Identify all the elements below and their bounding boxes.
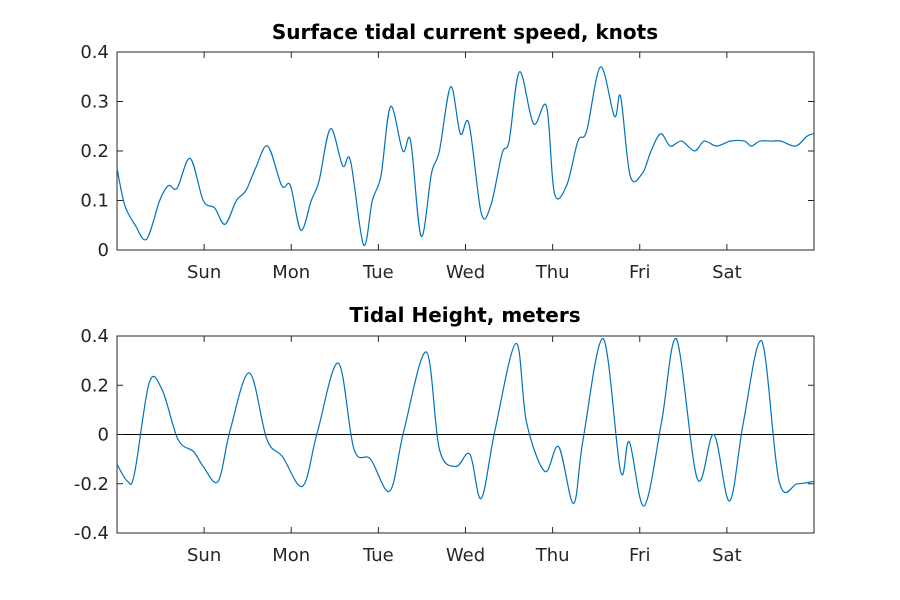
x-tick-label: Sun: [187, 262, 221, 283]
x-tick-label: Mon: [272, 262, 310, 283]
x-tick-label: Sat: [712, 545, 742, 566]
y-tick-label: -0.2: [74, 474, 109, 495]
x-tick-label: Sun: [187, 545, 221, 566]
x-tick-label: Thu: [535, 545, 570, 566]
y-tick-label: 0: [98, 240, 109, 261]
current-speed-chart: Surface tidal current speed, knots 0 0.1 0…: [80, 20, 815, 283]
x-tick-label: Thu: [535, 262, 570, 283]
x-tick-label: Wed: [446, 262, 485, 283]
y-tick-label: 0.4: [80, 42, 109, 63]
y-tick-label: 0: [98, 425, 109, 446]
y-tick-label: 0.3: [80, 92, 109, 113]
current-speed-line: [116, 66, 815, 246]
x-tick-label: Mon: [272, 545, 310, 566]
x-tick-label: Fri: [629, 545, 650, 566]
y-tick-label: 0.2: [80, 141, 109, 162]
x-tick-label: Sat: [712, 262, 742, 283]
x-tick-label: Wed: [446, 545, 485, 566]
y-tick-label: 0.1: [80, 191, 109, 212]
tidal-height-line: [116, 337, 815, 507]
x-tick-label: Tue: [362, 545, 394, 566]
y-tick-label: -0.4: [74, 523, 109, 544]
tidal-height-chart: Tidal Height, meters -0.4 -0.2 0 0.2 0.4 Sun M…: [74, 303, 815, 566]
y-tick-label: 0.4: [80, 326, 109, 347]
plot-area: [116, 51, 815, 251]
chart-title: Tidal Height, meters: [349, 303, 580, 327]
x-tick-label: Fri: [629, 262, 650, 283]
x-tick-label: Tue: [362, 262, 394, 283]
y-tick-label: 0.2: [80, 375, 109, 396]
chart-title: Surface tidal current speed, knots: [272, 20, 658, 44]
